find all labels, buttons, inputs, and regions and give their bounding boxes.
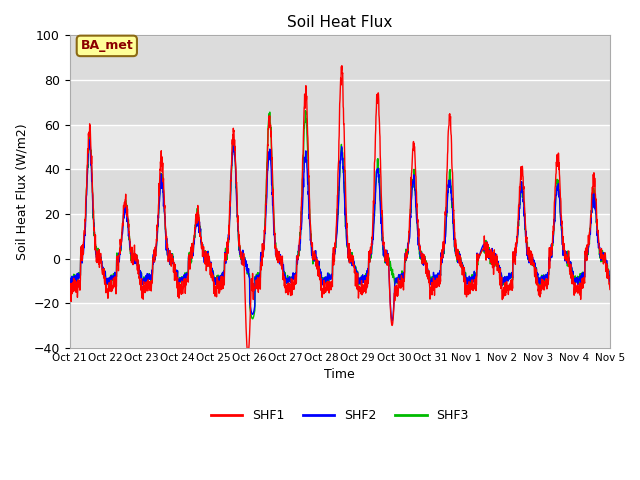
Bar bbox=[70, 169, 610, 214]
Bar bbox=[70, 214, 610, 259]
Text: BA_met: BA_met bbox=[81, 39, 133, 52]
SHF2 bbox=[86, 137, 93, 143]
Line: SHF2: SHF2 bbox=[70, 140, 610, 321]
SHF3 bbox=[66, 283, 74, 288]
SHF3 bbox=[249, 316, 257, 322]
SHF3 bbox=[301, 108, 309, 113]
Title: Soil Heat Flux: Soil Heat Flux bbox=[287, 15, 392, 30]
Legend: SHF1, SHF2, SHF3: SHF1, SHF2, SHF3 bbox=[205, 404, 474, 427]
SHF3 bbox=[367, 252, 375, 257]
SHF1 bbox=[574, 284, 582, 289]
SHF3 bbox=[216, 276, 224, 282]
SHF1 bbox=[356, 287, 364, 292]
SHF2 bbox=[606, 279, 614, 285]
SHF1 bbox=[559, 242, 566, 248]
SHF3 bbox=[559, 241, 566, 247]
SHF2 bbox=[497, 274, 505, 279]
SHF2 bbox=[388, 318, 396, 324]
Line: SHF3: SHF3 bbox=[70, 110, 610, 319]
SHF1 bbox=[606, 287, 614, 292]
SHF1 bbox=[216, 282, 224, 288]
Y-axis label: Soil Heat Flux (W/m2): Soil Heat Flux (W/m2) bbox=[15, 123, 28, 260]
Bar bbox=[70, 259, 610, 303]
SHF3 bbox=[606, 282, 614, 288]
SHF1 bbox=[497, 282, 505, 288]
X-axis label: Time: Time bbox=[324, 368, 355, 381]
SHF1 bbox=[367, 240, 375, 246]
SHF2 bbox=[367, 248, 375, 253]
SHF2 bbox=[356, 279, 364, 285]
SHF2 bbox=[574, 276, 582, 281]
SHF3 bbox=[574, 274, 582, 279]
SHF3 bbox=[497, 273, 505, 279]
Bar bbox=[70, 36, 610, 125]
Bar bbox=[70, 303, 610, 348]
SHF2 bbox=[217, 276, 225, 282]
SHF1 bbox=[66, 294, 74, 300]
SHF2 bbox=[559, 238, 566, 243]
Bar bbox=[70, 125, 610, 169]
Line: SHF1: SHF1 bbox=[70, 66, 610, 354]
SHF2 bbox=[66, 283, 74, 288]
SHF3 bbox=[356, 279, 364, 285]
SHF1 bbox=[338, 63, 346, 69]
SHF1 bbox=[244, 351, 252, 357]
